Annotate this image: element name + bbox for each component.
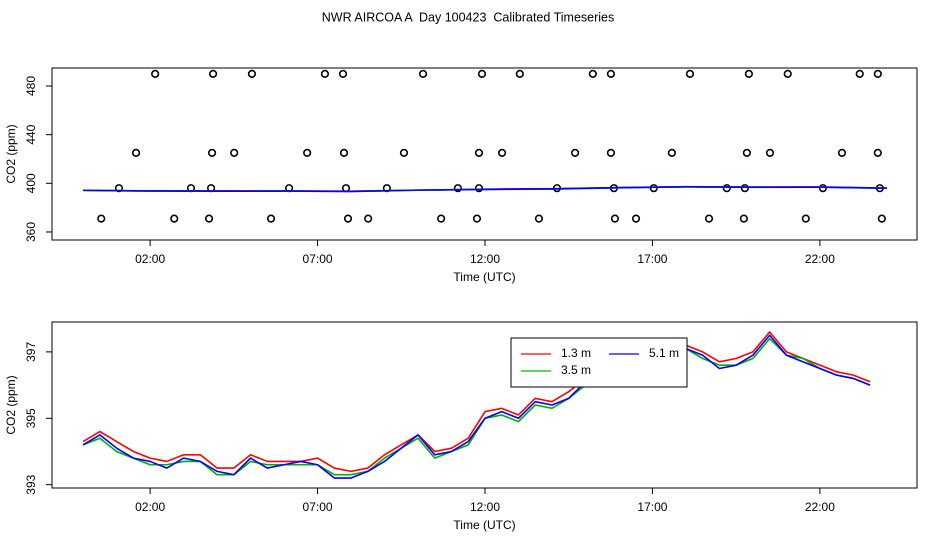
x-tick-label: 12:00 <box>470 500 500 514</box>
x-tick-label: 07:00 <box>303 500 333 514</box>
legend-label: 5.1 m <box>649 346 679 360</box>
data-point <box>364 214 373 223</box>
data-point <box>472 214 482 223</box>
y-axis-label: CO2 (ppm) <box>4 375 18 434</box>
y-tick-label: 400 <box>24 173 38 193</box>
data-point <box>783 69 792 78</box>
data-point <box>453 184 462 193</box>
y-tick-label: 395 <box>24 408 38 428</box>
data-point <box>515 69 524 78</box>
data-point <box>877 214 886 223</box>
data-point <box>338 69 348 78</box>
x-tick-label: 22:00 <box>805 500 835 514</box>
data-point <box>685 69 695 78</box>
data-point <box>667 148 676 158</box>
data-point <box>570 148 580 158</box>
x-tick-label: 02:00 <box>135 252 165 266</box>
plot-frame <box>51 67 918 241</box>
data-point <box>606 69 616 78</box>
plot-frame <box>51 321 918 489</box>
data-line <box>82 337 871 476</box>
panel: 02:00 07:00 12:00 17:00 22:00 393 395 397 Time (… <box>4 321 918 532</box>
data-point <box>649 184 658 193</box>
data-point <box>151 69 160 78</box>
legend: 1.3 m 3.5 m 5.1 m <box>510 337 688 388</box>
panel: 02:00 07:00 12:00 17:00 22:00 360 400 440 480 Tim… <box>4 67 918 284</box>
data-point <box>742 148 751 158</box>
data-point <box>739 214 748 223</box>
data-point <box>204 214 214 223</box>
data-point <box>855 69 864 78</box>
x-tick-label: 17:00 <box>637 500 667 514</box>
y-tick-label: 393 <box>24 474 38 494</box>
data-line <box>82 331 871 473</box>
data-point <box>339 148 349 158</box>
x-tick-label: 17:00 <box>637 252 667 266</box>
data-point <box>320 69 330 78</box>
data-point <box>170 214 179 223</box>
data-point <box>744 69 753 78</box>
data-point <box>437 214 446 223</box>
y-tick-label: 360 <box>24 222 38 242</box>
x-tick-label: 12:00 <box>470 252 500 266</box>
data-point <box>801 214 810 223</box>
data-point <box>207 148 217 158</box>
y-axis-label: CO2 (ppm) <box>4 124 18 183</box>
data-point <box>303 148 312 158</box>
data-line <box>82 334 871 479</box>
data-point <box>97 214 106 223</box>
data-point <box>722 184 731 193</box>
legend-label: 1.3 m <box>561 346 591 360</box>
data-point <box>873 69 882 78</box>
x-tick-label: 22:00 <box>805 252 835 266</box>
data-point <box>740 184 749 193</box>
y-tick-label: 480 <box>24 76 38 96</box>
data-point <box>477 69 487 78</box>
data-point <box>343 214 353 223</box>
data-point <box>606 148 616 158</box>
legend-box <box>510 337 688 388</box>
data-point <box>266 214 276 223</box>
data-point <box>765 148 775 158</box>
data-point <box>837 148 847 158</box>
legend-label: 3.5 m <box>561 363 591 377</box>
data-point <box>208 69 218 78</box>
x-axis-label: Time (UTC) <box>453 518 515 532</box>
data-point <box>610 214 620 223</box>
data-point <box>418 69 428 78</box>
data-point <box>131 148 141 158</box>
data-point <box>230 148 239 158</box>
x-axis-label: Time (UTC) <box>453 270 515 284</box>
data-point <box>474 148 484 158</box>
x-tick-label: 07:00 <box>303 252 333 266</box>
y-tick-label: 397 <box>24 342 38 362</box>
data-point <box>818 184 827 193</box>
data-line <box>83 186 887 193</box>
data-point <box>247 69 257 78</box>
chart-title: NWR AIRCOA A Day 100423 Calibrated Times… <box>322 10 615 24</box>
data-point <box>588 69 597 78</box>
data-point <box>474 184 484 193</box>
x-tick-label: 02:00 <box>135 500 165 514</box>
data-point <box>704 214 714 223</box>
data-point <box>631 214 641 223</box>
data-point <box>873 148 882 158</box>
data-point <box>399 148 409 158</box>
data-point <box>497 148 507 158</box>
y-tick-label: 440 <box>24 124 38 144</box>
data-point <box>534 214 544 223</box>
